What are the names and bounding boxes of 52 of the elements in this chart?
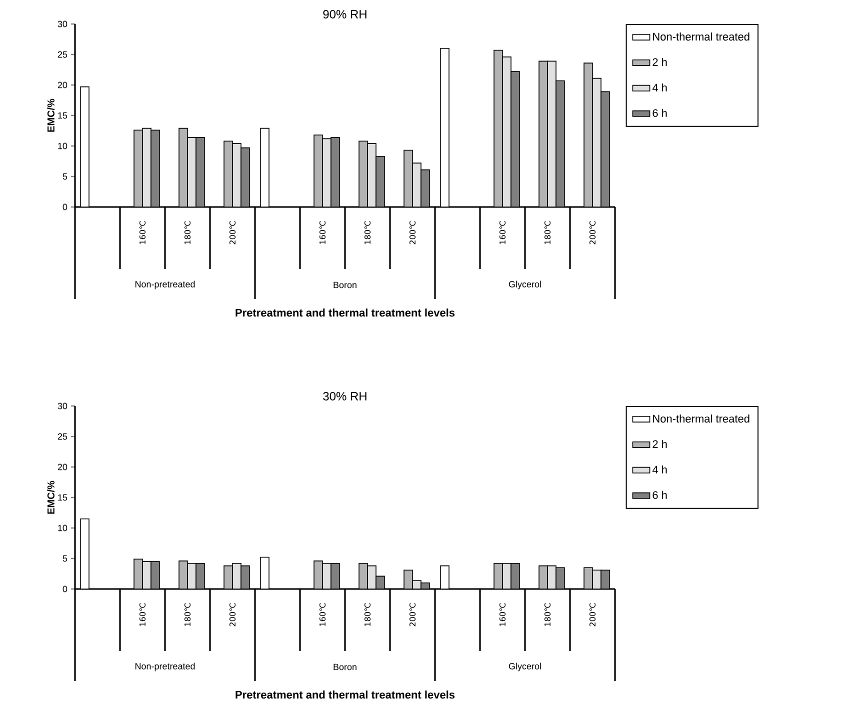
x-tick-label: 180℃: [544, 221, 551, 244]
y-tick-label: 20: [58, 82, 68, 88]
x-tick-label: 160℃: [139, 221, 146, 244]
x-tick-label: 160℃: [319, 221, 326, 244]
legend-label: 4 h: [652, 465, 667, 474]
x-axis-title: Pretreatment and thermal treatment levels: [236, 690, 455, 699]
x-tick-label: 160℃: [499, 603, 506, 626]
x-tick-label: 180℃: [184, 221, 191, 244]
x-tick-label: 160℃: [499, 221, 506, 244]
legend-label: 6 h: [652, 490, 667, 499]
legend-label: Non-thermal treated: [653, 32, 750, 41]
chart-title: 30% RH: [323, 392, 366, 400]
x-tick-label: 200℃: [589, 221, 596, 244]
legend-label: Non-thermal treated: [653, 414, 750, 423]
x-tick-label: 200℃: [229, 221, 236, 244]
x-tick-label: 180℃: [544, 603, 551, 626]
text: Boron: [334, 664, 356, 670]
y-tick-label: 0: [62, 204, 68, 210]
x-tick-label: 160℃: [139, 603, 146, 626]
legend-label: 2 h: [652, 58, 667, 66]
x-axis-title: Pretreatment and thermal treatment levels: [236, 308, 455, 317]
y-tick-label: 25: [58, 51, 68, 58]
y-tick-label: 15: [58, 494, 68, 501]
text: Boron: [334, 282, 356, 288]
y-tick-label: 30: [58, 20, 68, 28]
x-tick-label: 200℃: [229, 603, 236, 626]
y-tick-label: 30: [58, 402, 68, 410]
y-tick-label: 10: [58, 142, 68, 150]
y-tick-label: 25: [58, 433, 68, 440]
chart-title: 90% RH: [323, 10, 366, 18]
x-tick-label: 200℃: [409, 221, 416, 244]
x-tick-label: 180℃: [364, 603, 371, 626]
text: Non-pretreated: [135, 280, 195, 290]
text: Non-pretreated: [135, 662, 195, 672]
x-tick-label: 180℃: [364, 221, 371, 244]
x-tick-label: 180℃: [184, 603, 191, 626]
x-tick-label: 200℃: [589, 603, 596, 626]
y-tick-label: 5: [62, 555, 68, 562]
legend-label: 6 h: [652, 108, 667, 117]
text: Glycerol: [508, 280, 541, 290]
y-tick-label: 5: [62, 173, 68, 180]
legend-label: 2 h: [652, 440, 667, 448]
legend-label: 4 h: [652, 83, 667, 92]
y-tick-label: 15: [58, 112, 68, 119]
x-tick-label: 160℃: [319, 603, 326, 626]
y-tick-label: 0: [62, 586, 68, 592]
y-tick-label: 20: [58, 464, 68, 470]
y-tick-label: 10: [58, 524, 68, 532]
x-tick-label: 200℃: [409, 603, 416, 626]
text: Glycerol: [508, 662, 541, 672]
y-axis-title: EMC/%: [47, 480, 55, 514]
y-axis-title: EMC/%: [47, 98, 55, 132]
